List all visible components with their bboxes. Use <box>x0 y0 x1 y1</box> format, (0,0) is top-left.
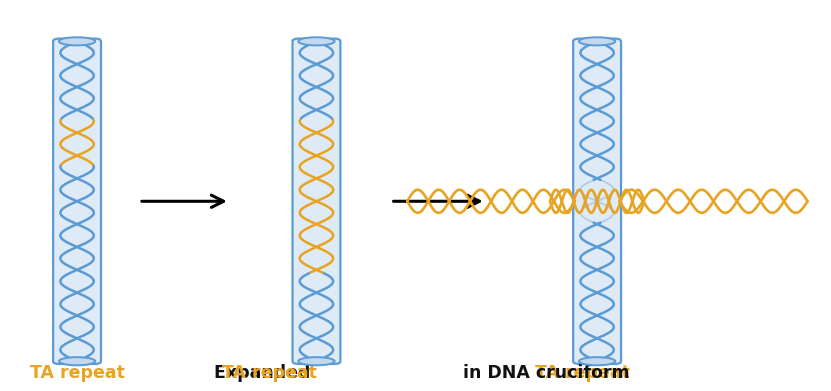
FancyBboxPatch shape <box>573 39 621 364</box>
Ellipse shape <box>579 357 615 365</box>
Ellipse shape <box>298 37 335 45</box>
Text: TA repeat: TA repeat <box>168 364 317 382</box>
Text: Expanded: Expanded <box>214 364 317 382</box>
FancyBboxPatch shape <box>293 39 341 364</box>
Ellipse shape <box>298 357 335 365</box>
Text: TA repeat: TA repeat <box>30 364 125 382</box>
Ellipse shape <box>59 357 96 365</box>
Ellipse shape <box>579 37 615 45</box>
FancyBboxPatch shape <box>53 39 101 364</box>
Text: TA repeat: TA repeat <box>535 364 630 382</box>
Text: in DNA cruciform: in DNA cruciform <box>410 364 630 382</box>
Ellipse shape <box>59 37 96 45</box>
